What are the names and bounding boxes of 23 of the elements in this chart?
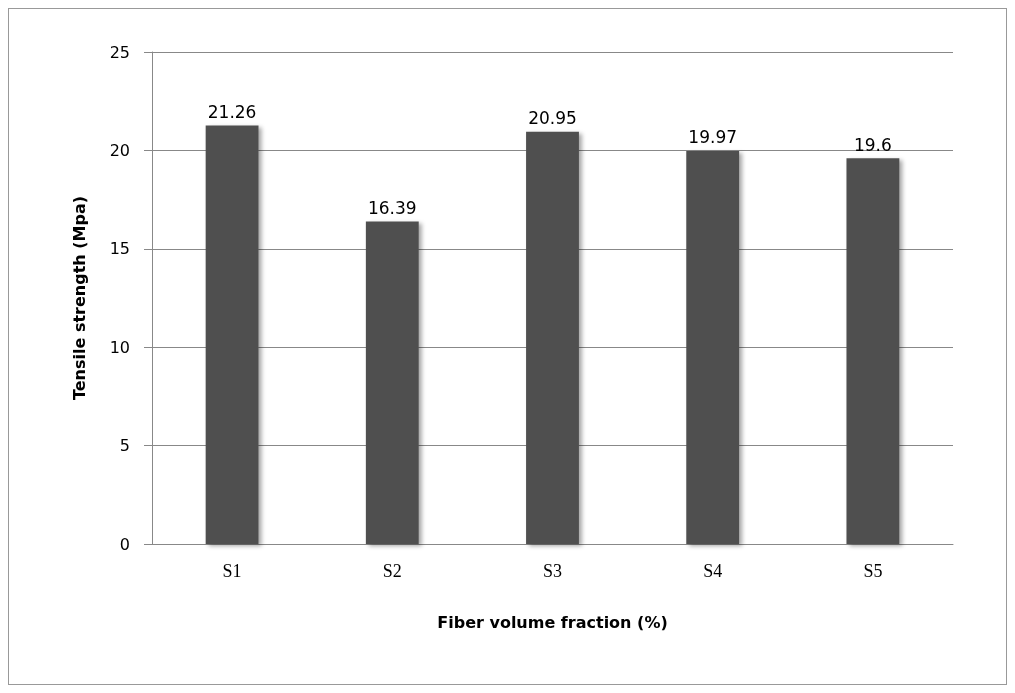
data-label: 19.97	[688, 127, 738, 148]
y-tick-label: 0	[119, 534, 130, 554]
y-tick-label: 20	[109, 140, 130, 160]
bar	[205, 125, 259, 544]
y-tick-label: 5	[119, 436, 130, 456]
x-tick-label: S4	[703, 561, 723, 581]
x-tick-label: S2	[382, 561, 402, 581]
bar	[846, 158, 900, 544]
bar	[686, 150, 740, 544]
data-label: 20.95	[528, 108, 577, 129]
x-tick-label: S1	[222, 561, 242, 581]
x-tick-label: S5	[863, 561, 883, 581]
x-tick-label: S3	[542, 561, 563, 581]
bar	[526, 131, 579, 544]
x-axis-title: Fiber volume fraction (%)	[437, 612, 668, 632]
y-axis-title: Tensile strength (Mpa)	[69, 195, 89, 401]
y-tick-label: 10	[109, 337, 130, 357]
y-tick-label: 15	[109, 239, 130, 259]
data-label: 21.26	[207, 102, 257, 123]
bar	[365, 221, 419, 544]
y-tick-label: 25	[109, 42, 130, 62]
data-label: 16.39	[367, 197, 417, 218]
data-label: 19.6	[853, 134, 892, 155]
